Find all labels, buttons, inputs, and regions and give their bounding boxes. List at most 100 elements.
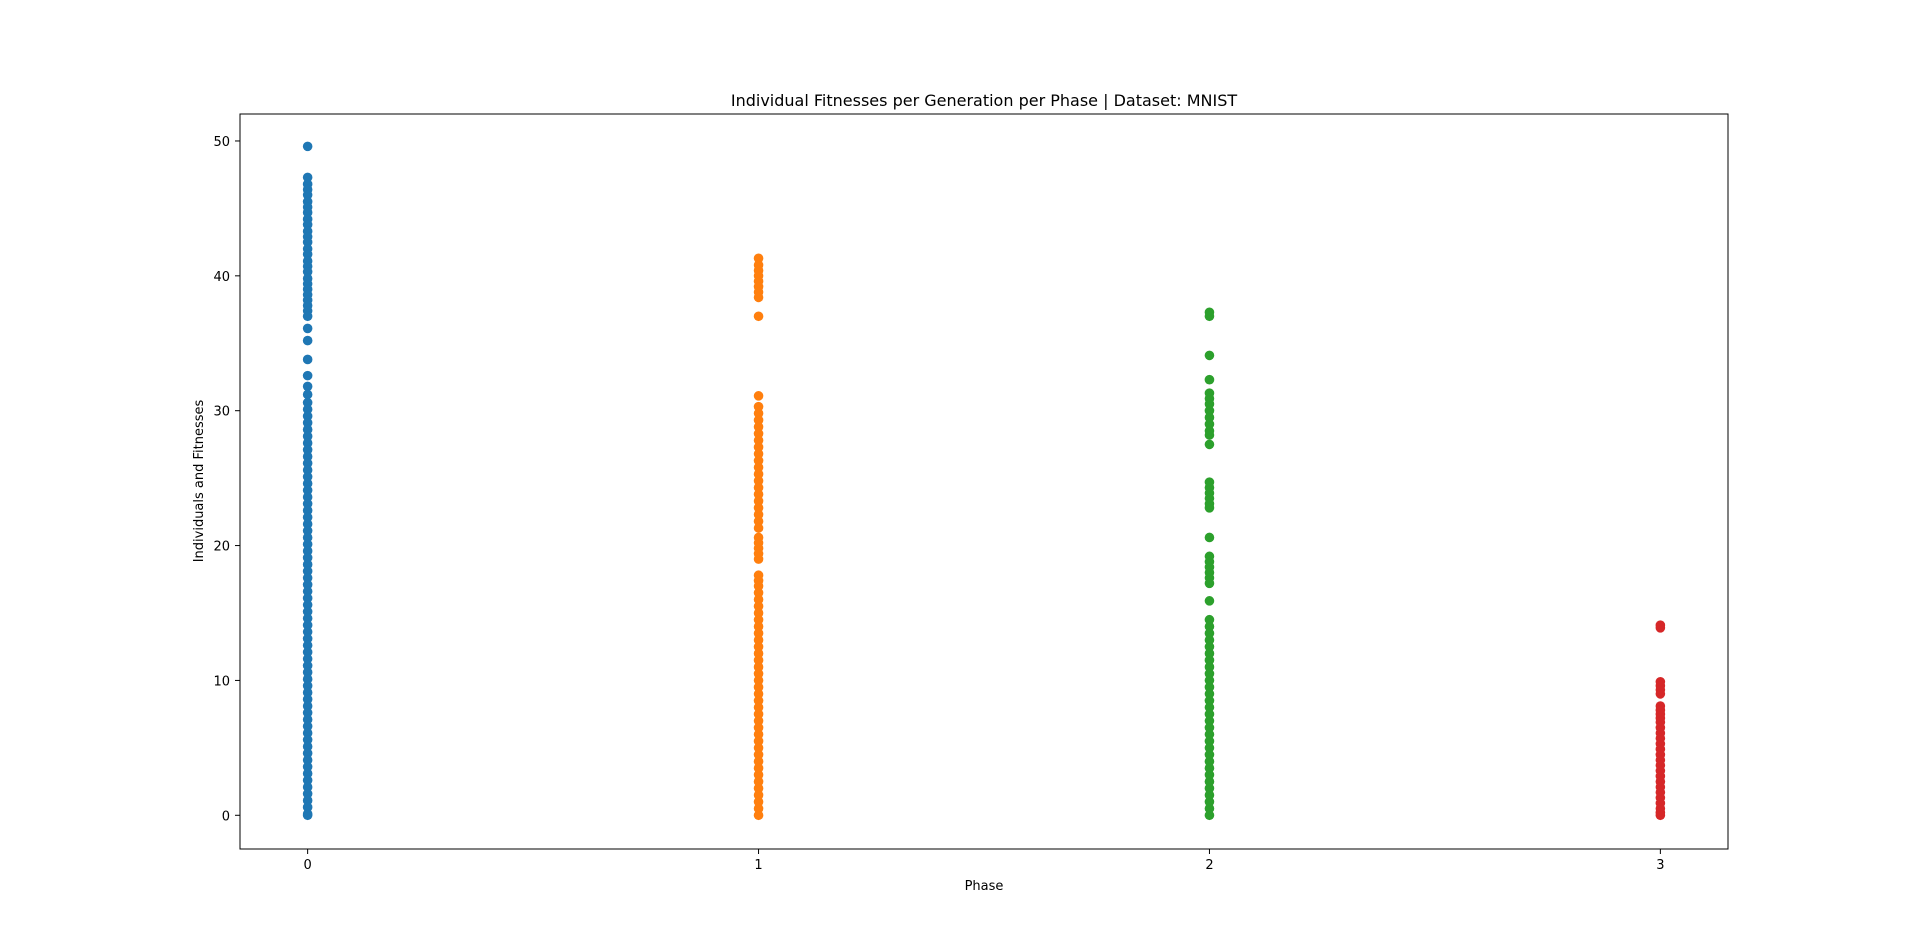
data-point-phase-2 xyxy=(1204,578,1215,589)
data-point-phase-2 xyxy=(1204,655,1215,665)
data-point-phase-0 xyxy=(302,190,313,200)
data-point-phase-1 xyxy=(753,311,764,322)
plot-area xyxy=(240,114,1728,849)
data-point-phase-0 xyxy=(302,311,313,322)
data-point-phase-0 xyxy=(302,694,313,705)
data-point-phase-1 xyxy=(753,790,764,800)
data-point-phase-1 xyxy=(753,810,764,821)
data-point-phase-2 xyxy=(1204,405,1215,416)
data-point-phase-1 xyxy=(753,655,764,665)
data-point-phase-2 xyxy=(1204,797,1215,807)
data-point-phase-2 xyxy=(1204,803,1215,814)
data-point-phase-2 xyxy=(1204,709,1215,719)
data-point-phase-1 xyxy=(753,770,764,780)
data-point-phase-1 xyxy=(753,449,764,459)
data-point-phase-0 xyxy=(302,721,313,732)
data-point-phase-1 xyxy=(753,756,764,767)
data-point-phase-0 xyxy=(302,633,313,644)
x-axis-ticks: 0 1 2 3 xyxy=(303,849,1665,873)
data-point-phase-1 xyxy=(753,292,764,303)
data-point-phase-1 xyxy=(753,614,764,625)
data-point-phase-2 xyxy=(1204,810,1215,821)
data-point-phase-1 xyxy=(753,743,764,753)
data-point-phase-2 xyxy=(1204,628,1215,639)
y-tick-label: 0 xyxy=(222,809,230,824)
data-point-phase-2 xyxy=(1204,641,1215,652)
data-point-phase-2 xyxy=(1204,790,1215,800)
data-point-phase-3 xyxy=(1655,623,1666,633)
data-point-phase-1 xyxy=(753,648,764,659)
data-point-phase-0 xyxy=(302,445,313,455)
data-point-phase-1 xyxy=(753,776,764,787)
data-point-phase-2 xyxy=(1204,635,1215,645)
data-point-phase-1 xyxy=(753,523,764,533)
y-tick-label: 50 xyxy=(213,135,230,150)
data-point-phase-1 xyxy=(753,608,764,618)
data-point-phase-2 xyxy=(1204,412,1215,423)
data-point-phase-0 xyxy=(302,249,313,260)
data-point-phase-1 xyxy=(753,253,764,264)
x-tick-label: 0 xyxy=(303,858,311,873)
data-point-phase-1 xyxy=(753,729,764,740)
data-point-phase-0 xyxy=(302,647,313,657)
data-point-phase-0 xyxy=(302,802,313,812)
x-tick-label: 3 xyxy=(1656,858,1664,873)
data-point-phase-0 xyxy=(302,141,313,152)
data-point-phase-2 xyxy=(1204,756,1215,767)
data-point-phase-2 xyxy=(1204,503,1215,513)
data-point-phase-1 xyxy=(753,763,764,773)
data-point-phase-1 xyxy=(753,554,764,564)
data-point-phase-2 xyxy=(1204,614,1215,625)
data-point-phase-1 xyxy=(753,594,764,605)
data-point-phase-0 xyxy=(302,755,313,765)
data-point-phase-0 xyxy=(302,593,313,603)
data-point-phase-2 xyxy=(1204,743,1215,753)
data-point-phase-1 xyxy=(753,455,764,466)
x-tick-label: 2 xyxy=(1205,858,1213,873)
data-point-phase-1 xyxy=(753,783,764,794)
data-point-phase-1 xyxy=(753,482,764,493)
data-point-phase-2 xyxy=(1204,439,1215,450)
data-point-phase-2 xyxy=(1204,736,1215,746)
data-point-phase-1 xyxy=(753,601,764,612)
data-point-phase-0 xyxy=(302,640,313,651)
data-point-phase-2 xyxy=(1204,532,1215,543)
data-point-phase-0 xyxy=(302,471,313,482)
data-point-phase-0 xyxy=(302,707,313,718)
data-point-phase-2 xyxy=(1204,675,1215,686)
data-point-phase-2 xyxy=(1204,695,1215,706)
data-point-phase-2 xyxy=(1204,430,1215,440)
data-point-phase-2 xyxy=(1204,776,1215,787)
data-point-phase-1 xyxy=(753,682,764,692)
data-point-phase-0 xyxy=(302,728,313,738)
data-point-phase-0 xyxy=(302,424,313,435)
data-point-phase-1 xyxy=(753,662,764,672)
data-point-phase-1 xyxy=(753,401,764,412)
data-point-phase-0 xyxy=(302,654,313,664)
data-point-phase-0 xyxy=(302,714,313,725)
data-point-phase-2 xyxy=(1204,648,1215,659)
data-point-phase-0 xyxy=(302,458,313,469)
y-tick-label: 40 xyxy=(213,270,230,285)
data-point-phase-2 xyxy=(1204,419,1215,429)
plot-frame xyxy=(239,113,1729,850)
data-point-phase-1 xyxy=(753,435,764,446)
data-point-phase-0 xyxy=(302,573,313,583)
data-point-phase-0 xyxy=(302,525,313,536)
data-point-phase-0 xyxy=(302,411,313,421)
data-point-phase-2 xyxy=(1204,374,1215,385)
data-point-phase-0 xyxy=(302,172,313,183)
data-point-phase-0 xyxy=(302,788,313,799)
y-axis-label: Individuals and Fitnesses xyxy=(192,399,207,562)
data-point-phase-0 xyxy=(302,620,313,630)
data-point-phase-1 xyxy=(753,422,764,432)
data-point-phase-0 xyxy=(302,219,313,230)
data-point-phase-0 xyxy=(302,237,313,247)
data-point-phase-1 xyxy=(753,442,764,452)
data-point-phase-0 xyxy=(302,370,313,381)
data-point-phase-0 xyxy=(302,438,313,448)
data-point-phase-0 xyxy=(302,660,313,671)
data-point-phase-0 xyxy=(302,266,313,277)
data-point-phase-1 xyxy=(753,702,764,713)
